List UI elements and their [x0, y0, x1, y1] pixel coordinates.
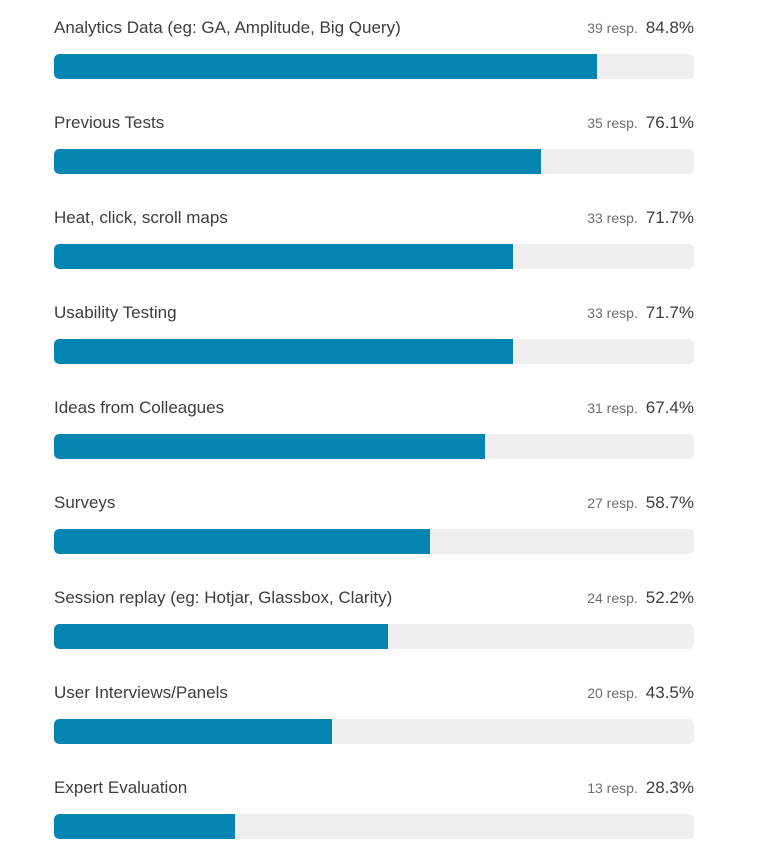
bar-track [54, 814, 694, 839]
response-count: 31 resp. [587, 400, 638, 416]
result-row: Surveys 27 resp. 58.7% [54, 493, 694, 554]
bar-track [54, 149, 694, 174]
bar-track [54, 339, 694, 364]
category-label: Surveys [54, 493, 116, 512]
result-row: Analytics Data (eg: GA, Amplitude, Big Q… [54, 18, 694, 79]
bar-track [54, 624, 694, 649]
bar-track [54, 434, 694, 459]
row-stats: 31 resp. 67.4% [587, 398, 694, 419]
bar-track [54, 719, 694, 744]
bar-track [54, 54, 694, 79]
bar-fill [54, 624, 389, 649]
result-row: User Interviews/Panels 20 resp. 43.5% [54, 683, 694, 744]
percent-label: 84.8% [645, 18, 694, 37]
bar-fill [54, 814, 236, 839]
percent-label: 28.3% [645, 778, 694, 797]
response-count: 27 resp. [587, 495, 638, 511]
category-label: Usability Testing [54, 303, 177, 322]
bar-fill [54, 244, 513, 269]
row-stats: 24 resp. 52.2% [587, 588, 694, 609]
result-row: Ideas from Colleagues 31 resp. 67.4% [54, 398, 694, 459]
bar-fill [54, 434, 486, 459]
response-count: 35 resp. [587, 115, 638, 131]
result-row: Heat, click, scroll maps 33 resp. 71.7% [54, 208, 694, 269]
row-stats: 35 resp. 76.1% [587, 113, 694, 134]
response-count: 33 resp. [587, 210, 638, 226]
percent-label: 58.7% [645, 493, 694, 512]
category-label: Session replay (eg: Hotjar, Glassbox, Cl… [54, 588, 393, 607]
response-count: 39 resp. [587, 20, 638, 36]
row-stats: 39 resp. 84.8% [587, 18, 694, 39]
row-stats: 20 resp. 43.5% [587, 683, 694, 704]
category-label: Heat, click, scroll maps [54, 208, 228, 227]
bar-fill [54, 54, 597, 79]
response-count: 33 resp. [587, 305, 638, 321]
response-count: 20 resp. [587, 685, 638, 701]
percent-label: 76.1% [645, 113, 694, 132]
response-count: 13 resp. [587, 780, 638, 796]
bar-fill [54, 339, 513, 364]
bar-track [54, 244, 694, 269]
result-row: Previous Tests 35 resp. 76.1% [54, 113, 694, 174]
category-label: Analytics Data (eg: GA, Amplitude, Big Q… [54, 18, 401, 37]
bar-fill [54, 529, 430, 554]
result-row: Expert Evaluation 13 resp. 28.3% [54, 778, 694, 839]
percent-label: 71.7% [645, 208, 694, 227]
category-label: User Interviews/Panels [54, 683, 228, 702]
row-stats: 13 resp. 28.3% [587, 778, 694, 799]
category-label: Previous Tests [54, 113, 165, 132]
response-count: 24 resp. [587, 590, 638, 606]
bar-fill [54, 719, 333, 744]
category-label: Expert Evaluation [54, 778, 188, 797]
row-stats: 27 resp. 58.7% [587, 493, 694, 514]
percent-label: 67.4% [645, 398, 694, 417]
row-stats: 33 resp. 71.7% [587, 303, 694, 324]
result-row: Session replay (eg: Hotjar, Glassbox, Cl… [54, 588, 694, 649]
bar-fill [54, 149, 542, 174]
bar-track [54, 529, 694, 554]
percent-label: 43.5% [645, 683, 694, 702]
result-row: Usability Testing 33 resp. 71.7% [54, 303, 694, 364]
percent-label: 52.2% [645, 588, 694, 607]
percent-label: 71.7% [645, 303, 694, 322]
category-label: Ideas from Colleagues [54, 398, 225, 417]
row-stats: 33 resp. 71.7% [587, 208, 694, 229]
